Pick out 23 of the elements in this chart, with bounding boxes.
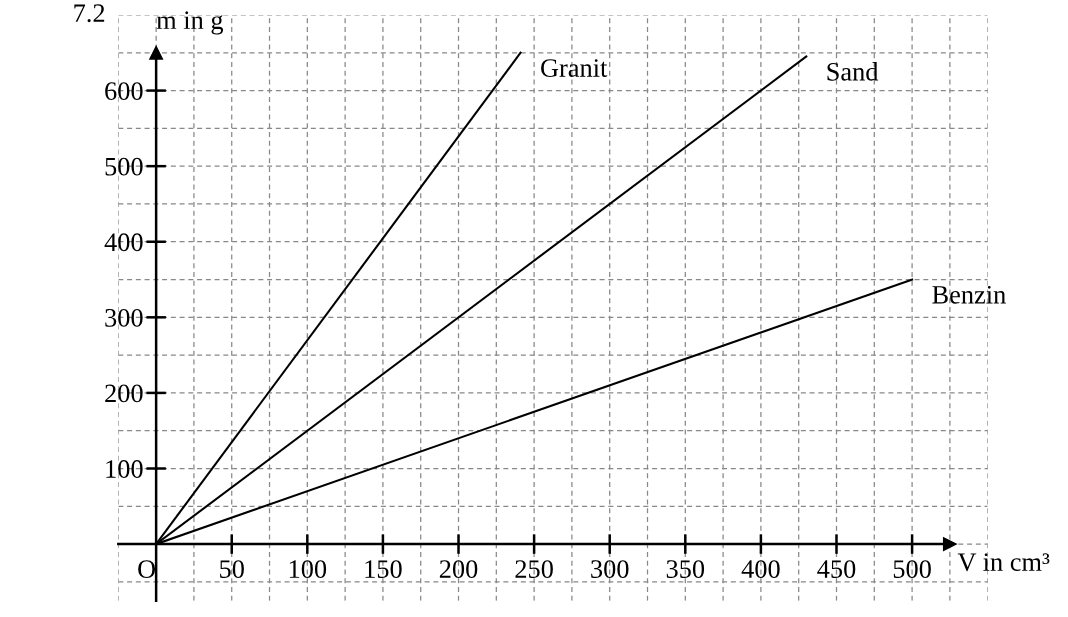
x-tick-label: 350: [666, 560, 705, 578]
x-tick-label: 300: [591, 560, 629, 578]
series-label: Sand: [827, 62, 879, 81]
x-tick-label: 450: [817, 560, 856, 578]
y-tick-label: 400: [104, 233, 143, 252]
x-tick-label: 250: [515, 560, 553, 578]
y-tick-label: 100: [106, 460, 143, 478]
y-tick-label: 500: [105, 157, 143, 176]
x-tick-label: O: [138, 560, 156, 578]
x-tick-label: 50: [220, 560, 244, 578]
x-tick-label: 200: [439, 560, 478, 578]
x-tick-label: 150: [365, 560, 402, 578]
y-tick-label: 300: [105, 308, 143, 327]
x-tick-label: 400: [741, 560, 780, 578]
x-tick-label: 500: [893, 560, 931, 578]
y-tick-label: 200: [105, 384, 143, 403]
text: 7.2: [74, 4, 105, 23]
series-label: Benzin: [932, 285, 1006, 304]
y-tick-label: 600: [105, 82, 143, 100]
y-axis-title: m in g: [156, 11, 224, 35]
series-label: Granit: [541, 59, 608, 77]
x-axis-title: V in cm³: [957, 553, 1050, 572]
x-tick-label: 100: [289, 560, 327, 578]
